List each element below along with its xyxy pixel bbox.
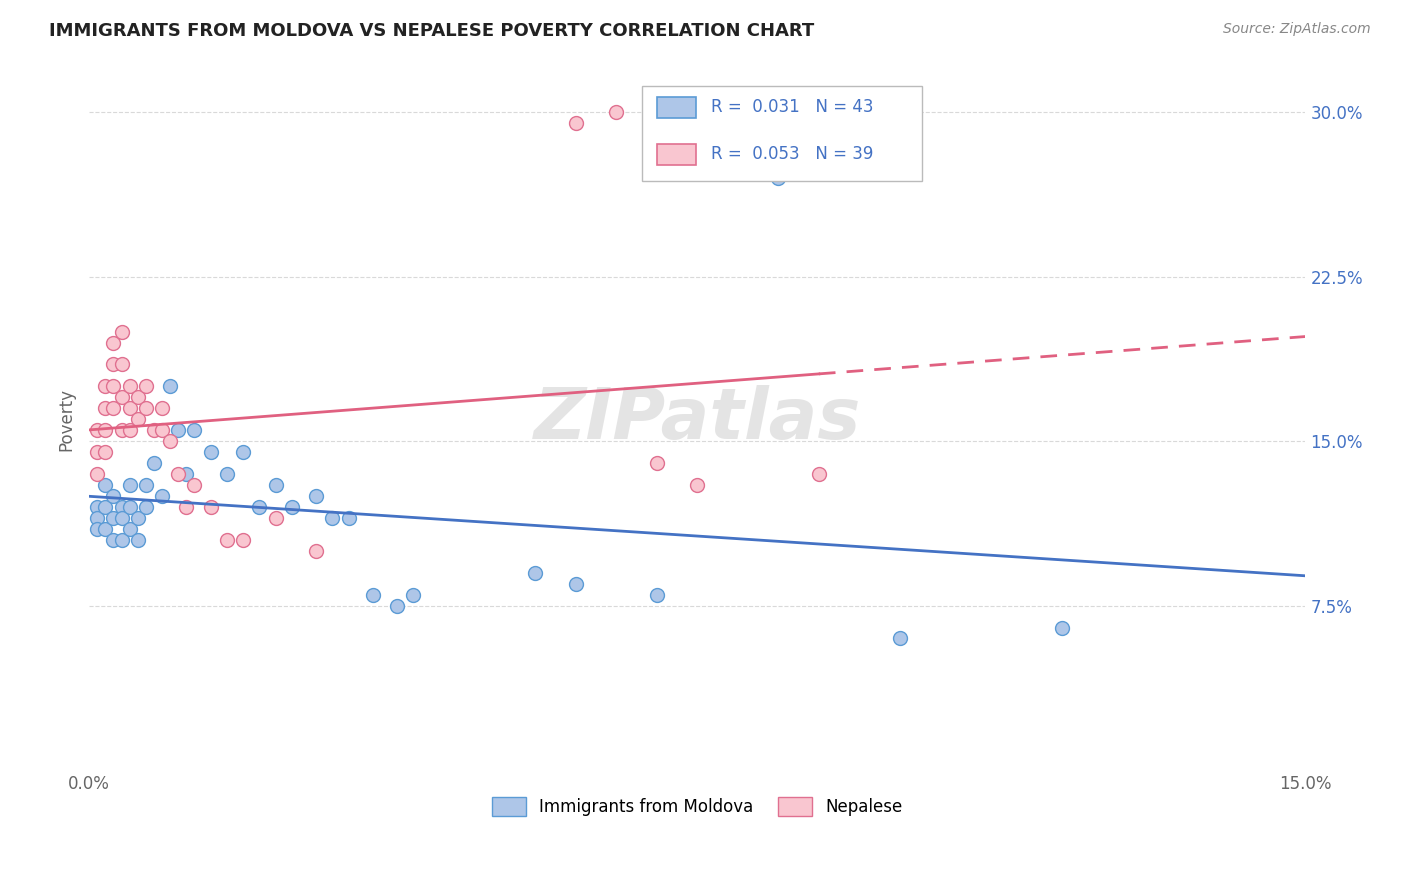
Point	[150, 401, 173, 416]
Point	[86, 511, 108, 525]
Point	[524, 566, 547, 580]
Text: R =  0.031   N = 43: R = 0.031 N = 43	[710, 98, 873, 116]
Point	[768, 171, 790, 186]
Point	[94, 423, 117, 437]
Point	[232, 533, 254, 547]
Point	[305, 489, 328, 503]
Point	[110, 325, 132, 339]
Point	[103, 489, 125, 503]
Point	[337, 511, 360, 525]
Point	[361, 588, 384, 602]
FancyBboxPatch shape	[643, 86, 922, 181]
Point	[264, 511, 287, 525]
Point	[150, 489, 173, 503]
Text: R =  0.053   N = 39: R = 0.053 N = 39	[710, 145, 873, 163]
FancyBboxPatch shape	[657, 96, 696, 118]
Point	[281, 500, 304, 514]
Point	[215, 533, 238, 547]
Point	[247, 500, 270, 514]
Point	[127, 412, 149, 426]
Point	[807, 467, 830, 481]
Point	[402, 588, 425, 602]
Point	[200, 445, 222, 459]
Point	[118, 379, 141, 393]
Point	[183, 478, 205, 492]
Point	[321, 511, 343, 525]
Point	[200, 500, 222, 514]
Point	[103, 511, 125, 525]
Point	[215, 467, 238, 481]
Point	[110, 390, 132, 404]
Point	[94, 445, 117, 459]
Point	[118, 500, 141, 514]
Point	[127, 511, 149, 525]
Text: ZIPatlas: ZIPatlas	[533, 384, 860, 454]
Point	[305, 543, 328, 558]
Point	[645, 456, 668, 470]
Point	[103, 533, 125, 547]
Point	[127, 533, 149, 547]
Point	[183, 423, 205, 437]
Point	[103, 335, 125, 350]
Point	[103, 379, 125, 393]
Point	[176, 500, 198, 514]
Point	[142, 423, 165, 437]
Point	[110, 500, 132, 514]
Point	[86, 445, 108, 459]
Point	[167, 467, 190, 481]
Point	[387, 599, 409, 613]
Point	[150, 423, 173, 437]
Point	[605, 105, 627, 120]
Point	[86, 467, 108, 481]
Point	[110, 423, 132, 437]
Point	[142, 456, 165, 470]
Point	[103, 358, 125, 372]
Point	[232, 445, 254, 459]
Point	[159, 434, 181, 449]
Point	[135, 478, 157, 492]
Point	[135, 401, 157, 416]
Point	[564, 116, 586, 130]
Point	[94, 401, 117, 416]
Point	[110, 533, 132, 547]
Point	[86, 423, 108, 437]
Point	[94, 522, 117, 536]
Point	[118, 401, 141, 416]
Point	[686, 478, 709, 492]
Point	[1050, 620, 1073, 634]
Point	[135, 379, 157, 393]
FancyBboxPatch shape	[657, 144, 696, 165]
Y-axis label: Poverty: Poverty	[58, 388, 75, 450]
Point	[118, 522, 141, 536]
Point	[86, 500, 108, 514]
Legend: Immigrants from Moldova, Nepalese: Immigrants from Moldova, Nepalese	[484, 789, 911, 825]
Point	[159, 379, 181, 393]
Point	[118, 478, 141, 492]
Point	[889, 632, 911, 646]
Point	[103, 401, 125, 416]
Point	[167, 423, 190, 437]
Point	[110, 358, 132, 372]
Text: IMMIGRANTS FROM MOLDOVA VS NEPALESE POVERTY CORRELATION CHART: IMMIGRANTS FROM MOLDOVA VS NEPALESE POVE…	[49, 22, 814, 40]
Point	[94, 478, 117, 492]
Point	[94, 379, 117, 393]
Point	[110, 511, 132, 525]
Point	[127, 390, 149, 404]
Point	[176, 467, 198, 481]
Text: Source: ZipAtlas.com: Source: ZipAtlas.com	[1223, 22, 1371, 37]
Point	[94, 500, 117, 514]
Point	[118, 423, 141, 437]
Point	[135, 500, 157, 514]
Point	[645, 588, 668, 602]
Point	[264, 478, 287, 492]
Point	[564, 576, 586, 591]
Point	[86, 522, 108, 536]
